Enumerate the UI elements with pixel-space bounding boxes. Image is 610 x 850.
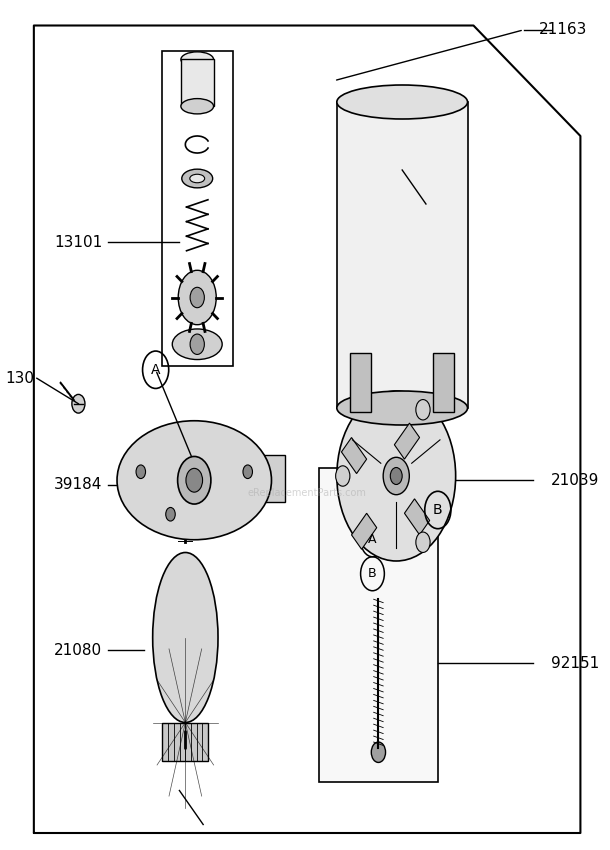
Text: 92151: 92151 xyxy=(551,655,599,671)
Bar xyxy=(319,468,438,782)
Ellipse shape xyxy=(337,85,467,119)
Bar xyxy=(404,499,429,535)
Circle shape xyxy=(178,270,216,325)
Circle shape xyxy=(166,507,175,521)
Text: 21163: 21163 xyxy=(539,22,587,37)
Circle shape xyxy=(190,287,204,308)
Bar xyxy=(162,722,208,761)
Text: 130: 130 xyxy=(5,371,34,386)
Ellipse shape xyxy=(182,169,213,188)
Bar xyxy=(351,513,377,549)
Ellipse shape xyxy=(181,99,214,114)
Text: 21039: 21039 xyxy=(551,473,599,488)
Bar xyxy=(342,438,367,473)
Circle shape xyxy=(337,391,456,561)
Ellipse shape xyxy=(337,391,467,425)
Circle shape xyxy=(390,468,402,484)
Ellipse shape xyxy=(172,329,222,360)
Circle shape xyxy=(178,456,211,504)
Bar xyxy=(162,51,233,366)
Ellipse shape xyxy=(117,421,271,540)
Ellipse shape xyxy=(181,52,214,67)
Bar xyxy=(433,353,454,412)
Bar xyxy=(395,423,420,459)
Circle shape xyxy=(243,465,253,479)
Text: 21080: 21080 xyxy=(54,643,102,658)
Circle shape xyxy=(190,334,204,354)
Ellipse shape xyxy=(72,394,85,413)
Text: A: A xyxy=(151,363,160,377)
Text: A: A xyxy=(368,533,377,547)
Circle shape xyxy=(416,532,430,552)
Circle shape xyxy=(136,465,146,479)
Bar xyxy=(350,353,371,412)
Text: B: B xyxy=(368,567,377,581)
Ellipse shape xyxy=(190,174,204,183)
Circle shape xyxy=(186,468,203,492)
Circle shape xyxy=(416,400,430,420)
Circle shape xyxy=(383,457,409,495)
Text: 39184: 39184 xyxy=(54,477,102,492)
Bar xyxy=(240,455,285,501)
Circle shape xyxy=(371,742,386,762)
Text: B: B xyxy=(433,503,443,517)
Text: eReplacementParts.com: eReplacementParts.com xyxy=(248,488,367,498)
Bar xyxy=(337,102,467,408)
Bar xyxy=(181,60,214,106)
Text: 13101: 13101 xyxy=(54,235,102,250)
Circle shape xyxy=(336,466,350,486)
Ellipse shape xyxy=(152,552,218,722)
Circle shape xyxy=(371,483,386,503)
